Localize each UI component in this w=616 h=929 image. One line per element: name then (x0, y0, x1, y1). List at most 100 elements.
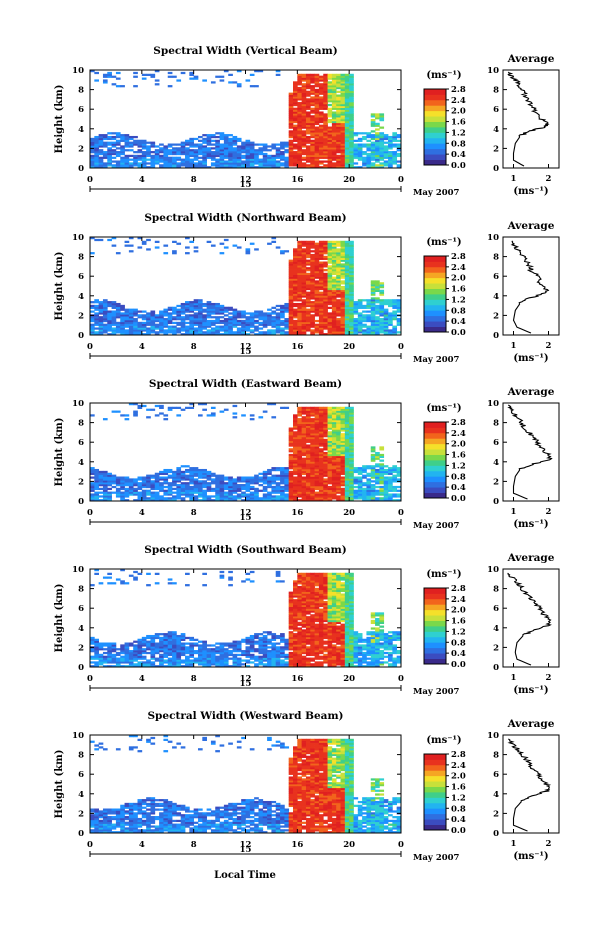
average-frame (502, 69, 560, 169)
average-frame (502, 568, 560, 668)
date-label: May 2007 (413, 521, 460, 531)
date-label: May 2007 (413, 687, 460, 697)
x-tick-label: 16 (291, 508, 303, 518)
colorbar-tick-label: 1.2 (451, 627, 466, 637)
colorbar-tick-label: 0.8 (451, 804, 466, 814)
average-panel: Average 1 2 0 2 4 6 8 10 (ms⁻¹) (487, 220, 560, 364)
average-profile-line (507, 738, 552, 832)
colorbar-unit: (ms⁻¹) (426, 403, 461, 414)
x-tick-label: 4 (139, 840, 145, 850)
colorbar-frame (423, 587, 447, 665)
heatmap-field (90, 403, 402, 502)
colorbar-tick-label: 2.8 (451, 584, 466, 594)
colorbar: 0.00.40.81.21.62.02.42.8 (423, 584, 466, 670)
y-axis-label: Height (km) (54, 85, 65, 154)
colorbar-tick-label: 1.2 (451, 295, 466, 305)
panel-title: Spectral Width (Northward Beam) (144, 212, 346, 224)
y-tick-label: 8 (78, 585, 84, 595)
average-y-tick-label: 8 (493, 585, 499, 595)
average-x-label: (ms⁻¹) (513, 851, 548, 862)
colorbar-unit: (ms⁻¹) (426, 237, 461, 248)
y-tick-label: 8 (78, 86, 84, 96)
colorbar-tick-label: 2.8 (451, 418, 466, 428)
y-tick-label: 4 (78, 292, 84, 302)
average-panel: Average 1 2 0 2 4 6 8 10 (ms⁻¹) (487, 718, 560, 862)
average-x-tick-label: 1 (511, 341, 517, 351)
x-tick-label: 8 (191, 674, 197, 684)
average-x-tick-label: 2 (546, 839, 552, 849)
average-profile-line (507, 71, 550, 167)
panel-title: Spectral Width (Eastward Beam) (149, 378, 342, 390)
colorbar-tick-label: 0.0 (451, 328, 466, 338)
y-tick-label: 2 (78, 311, 84, 321)
x-tick-label: 20 (343, 840, 355, 850)
colorbar-tick-label: 1.2 (451, 128, 466, 138)
panel-5: Spectral Width (Westward Beam)0 4 8 12 16 20 0… (54, 710, 560, 863)
colorbar-tick-label: 0.4 (451, 483, 466, 493)
average-y-tick-label: 8 (493, 253, 499, 263)
y-tick-label: 2 (78, 643, 84, 653)
average-profile-line (507, 404, 553, 500)
average-y-tick-label: 6 (493, 770, 499, 780)
x-tick-label: 0 (87, 674, 93, 684)
x-tick-label: 8 (191, 508, 197, 518)
average-title: Average (507, 53, 555, 65)
colorbar-tick-label: 0.4 (451, 317, 466, 327)
y-tick-label: 10 (72, 233, 84, 243)
panel-title: Spectral Width (Westward Beam) (147, 710, 343, 722)
average-y-tick-label: 8 (493, 751, 499, 761)
x-tick-label: 16 (291, 342, 303, 352)
average-x-tick-label: 2 (546, 673, 552, 683)
y-axis-label: Height (km) (54, 418, 65, 487)
x-tick-label: 20 (343, 674, 355, 684)
day-label: 15 (240, 845, 252, 855)
y-tick-label: 0 (78, 331, 84, 341)
colorbar-tick-label: 0.8 (451, 306, 466, 316)
panel-4: Spectral Width (Southward Beam)0 4 8 12 16 20… (54, 544, 560, 697)
date-label: May 2007 (413, 355, 460, 365)
colorbar-tick-label: 0.8 (451, 139, 466, 149)
average-frame (502, 236, 560, 336)
colorbar: 0.00.40.81.21.62.02.42.8 (423, 85, 466, 171)
average-x-tick-label: 1 (511, 174, 517, 184)
average-x-label: (ms⁻¹) (513, 353, 548, 364)
x-tick-label: 8 (191, 175, 197, 185)
colorbar: 0.00.40.81.21.62.02.42.8 (423, 252, 466, 338)
x-tick-label: 8 (191, 840, 197, 850)
colorbar-tick-label: 2.0 (451, 772, 466, 782)
average-y-tick-label: 10 (487, 399, 499, 409)
y-tick-label: 4 (78, 624, 84, 634)
colorbar-tick-label: 1.2 (451, 461, 466, 471)
y-tick-label: 8 (78, 419, 84, 429)
y-tick-label: 0 (78, 497, 84, 507)
average-y-tick-label: 4 (493, 790, 499, 800)
day-label: 15 (240, 679, 252, 689)
x-tick-label: 0 (398, 175, 404, 185)
y-tick-label: 4 (78, 790, 84, 800)
y-tick-label: 6 (78, 438, 84, 448)
average-profile-line (510, 240, 550, 334)
average-y-tick-label: 6 (493, 272, 499, 282)
average-x-label: (ms⁻¹) (513, 186, 548, 197)
average-x-tick-label: 1 (511, 507, 517, 517)
average-y-tick-label: 6 (493, 604, 499, 614)
y-tick-label: 8 (78, 253, 84, 263)
x-tick-label: 12 (240, 342, 252, 352)
colorbar-tick-label: 2.4 (451, 595, 466, 605)
panel-3: Spectral Width (Eastward Beam)0 4 8 12 16 20 0… (54, 378, 560, 531)
y-tick-label: 6 (78, 770, 84, 780)
day-label: 15 (240, 513, 252, 523)
colorbar-tick-label: 2.4 (451, 263, 466, 273)
colorbar-tick-label: 0.8 (451, 472, 466, 482)
x-tick-label: 0 (87, 175, 93, 185)
y-tick-label: 8 (78, 751, 84, 761)
y-tick-label: 4 (78, 458, 84, 468)
heatmap-field (90, 237, 402, 336)
colorbar-tick-label: 1.6 (451, 285, 466, 295)
x-tick-label: 20 (343, 508, 355, 518)
average-title: Average (507, 220, 555, 232)
colorbar-tick-label: 1.6 (451, 451, 466, 461)
average-y-tick-label: 0 (493, 663, 499, 673)
day-label: 15 (240, 180, 252, 190)
